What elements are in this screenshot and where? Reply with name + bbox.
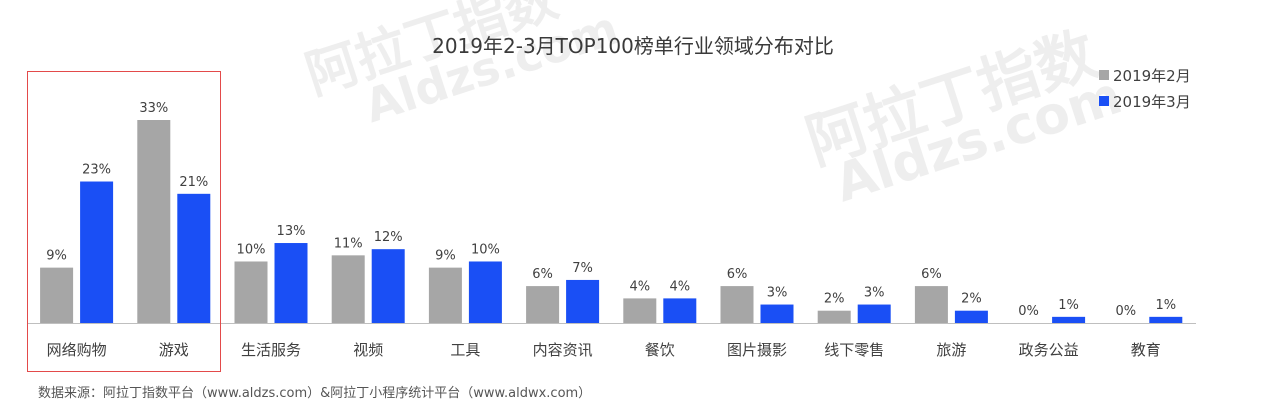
data-label: 11% [334,236,363,251]
data-label: 33% [139,101,168,116]
bar [331,255,365,323]
bar [663,298,697,323]
data-label: 6% [921,267,942,282]
bar [623,298,657,323]
bar [274,243,308,323]
bar [914,286,948,323]
legend-item: 2019年2月 [1099,62,1191,88]
category-label: 教育 [1131,341,1161,359]
bar [526,286,560,323]
data-label: 13% [277,224,306,239]
category-label: 图片摄影 [727,341,787,359]
data-label: 0% [1115,304,1136,319]
bar [137,120,171,323]
bar [1052,316,1086,323]
legend-swatch [1099,96,1109,106]
category-label: 网络购物 [47,341,107,359]
data-label: 4% [629,279,650,294]
data-label: 10% [237,242,266,257]
bar [720,286,754,323]
data-label: 6% [727,267,748,282]
data-label: 2% [961,292,982,307]
category-label: 旅游 [936,341,966,359]
data-label: 6% [532,267,553,282]
bar [371,249,405,323]
data-label: 9% [435,249,456,264]
data-label: 1% [1058,298,1079,313]
bar [566,279,600,323]
chart-title: 2019年2-3月TOP100榜单行业领域分布对比 [432,34,834,58]
data-label: 7% [572,261,593,276]
bar [234,261,268,323]
category-label: 政务公益 [1019,341,1079,359]
bar [177,193,211,323]
data-label: 21% [179,175,208,190]
bar [857,304,891,323]
legend-swatch [1099,70,1109,80]
data-label: 2% [824,292,845,307]
legend-label: 2019年3月 [1113,92,1191,111]
bar [817,310,851,323]
bar [40,267,74,323]
bar [80,181,114,323]
category-label: 生活服务 [241,341,301,359]
legend: 2019年2月 2019年3月 [1099,62,1191,114]
data-label: 12% [374,230,403,245]
bar [428,267,462,323]
data-label: 1% [1155,298,1176,313]
data-label: 23% [82,163,111,178]
bar [760,304,794,323]
data-label: 9% [46,249,67,264]
category-label: 餐饮 [645,341,675,359]
data-label: 3% [767,286,788,301]
data-label: 4% [669,279,690,294]
bar [468,261,502,323]
data-source-note: 数据来源：阿拉丁指数平台（www.aldzs.com）&阿拉丁小程序统计平台（w… [38,386,592,401]
data-label: 10% [471,242,500,257]
category-label: 视频 [353,341,383,359]
category-label: 内容资讯 [533,341,593,359]
legend-label: 2019年2月 [1113,66,1191,85]
legend-item: 2019年3月 [1099,88,1191,114]
data-label: 3% [864,286,885,301]
category-label: 工具 [450,341,480,359]
data-label: 0% [1018,304,1039,319]
category-label: 游戏 [159,341,189,359]
highlight-box [27,71,221,372]
category-label: 线下零售 [824,341,884,359]
bar [954,310,988,323]
bar [1149,316,1183,323]
